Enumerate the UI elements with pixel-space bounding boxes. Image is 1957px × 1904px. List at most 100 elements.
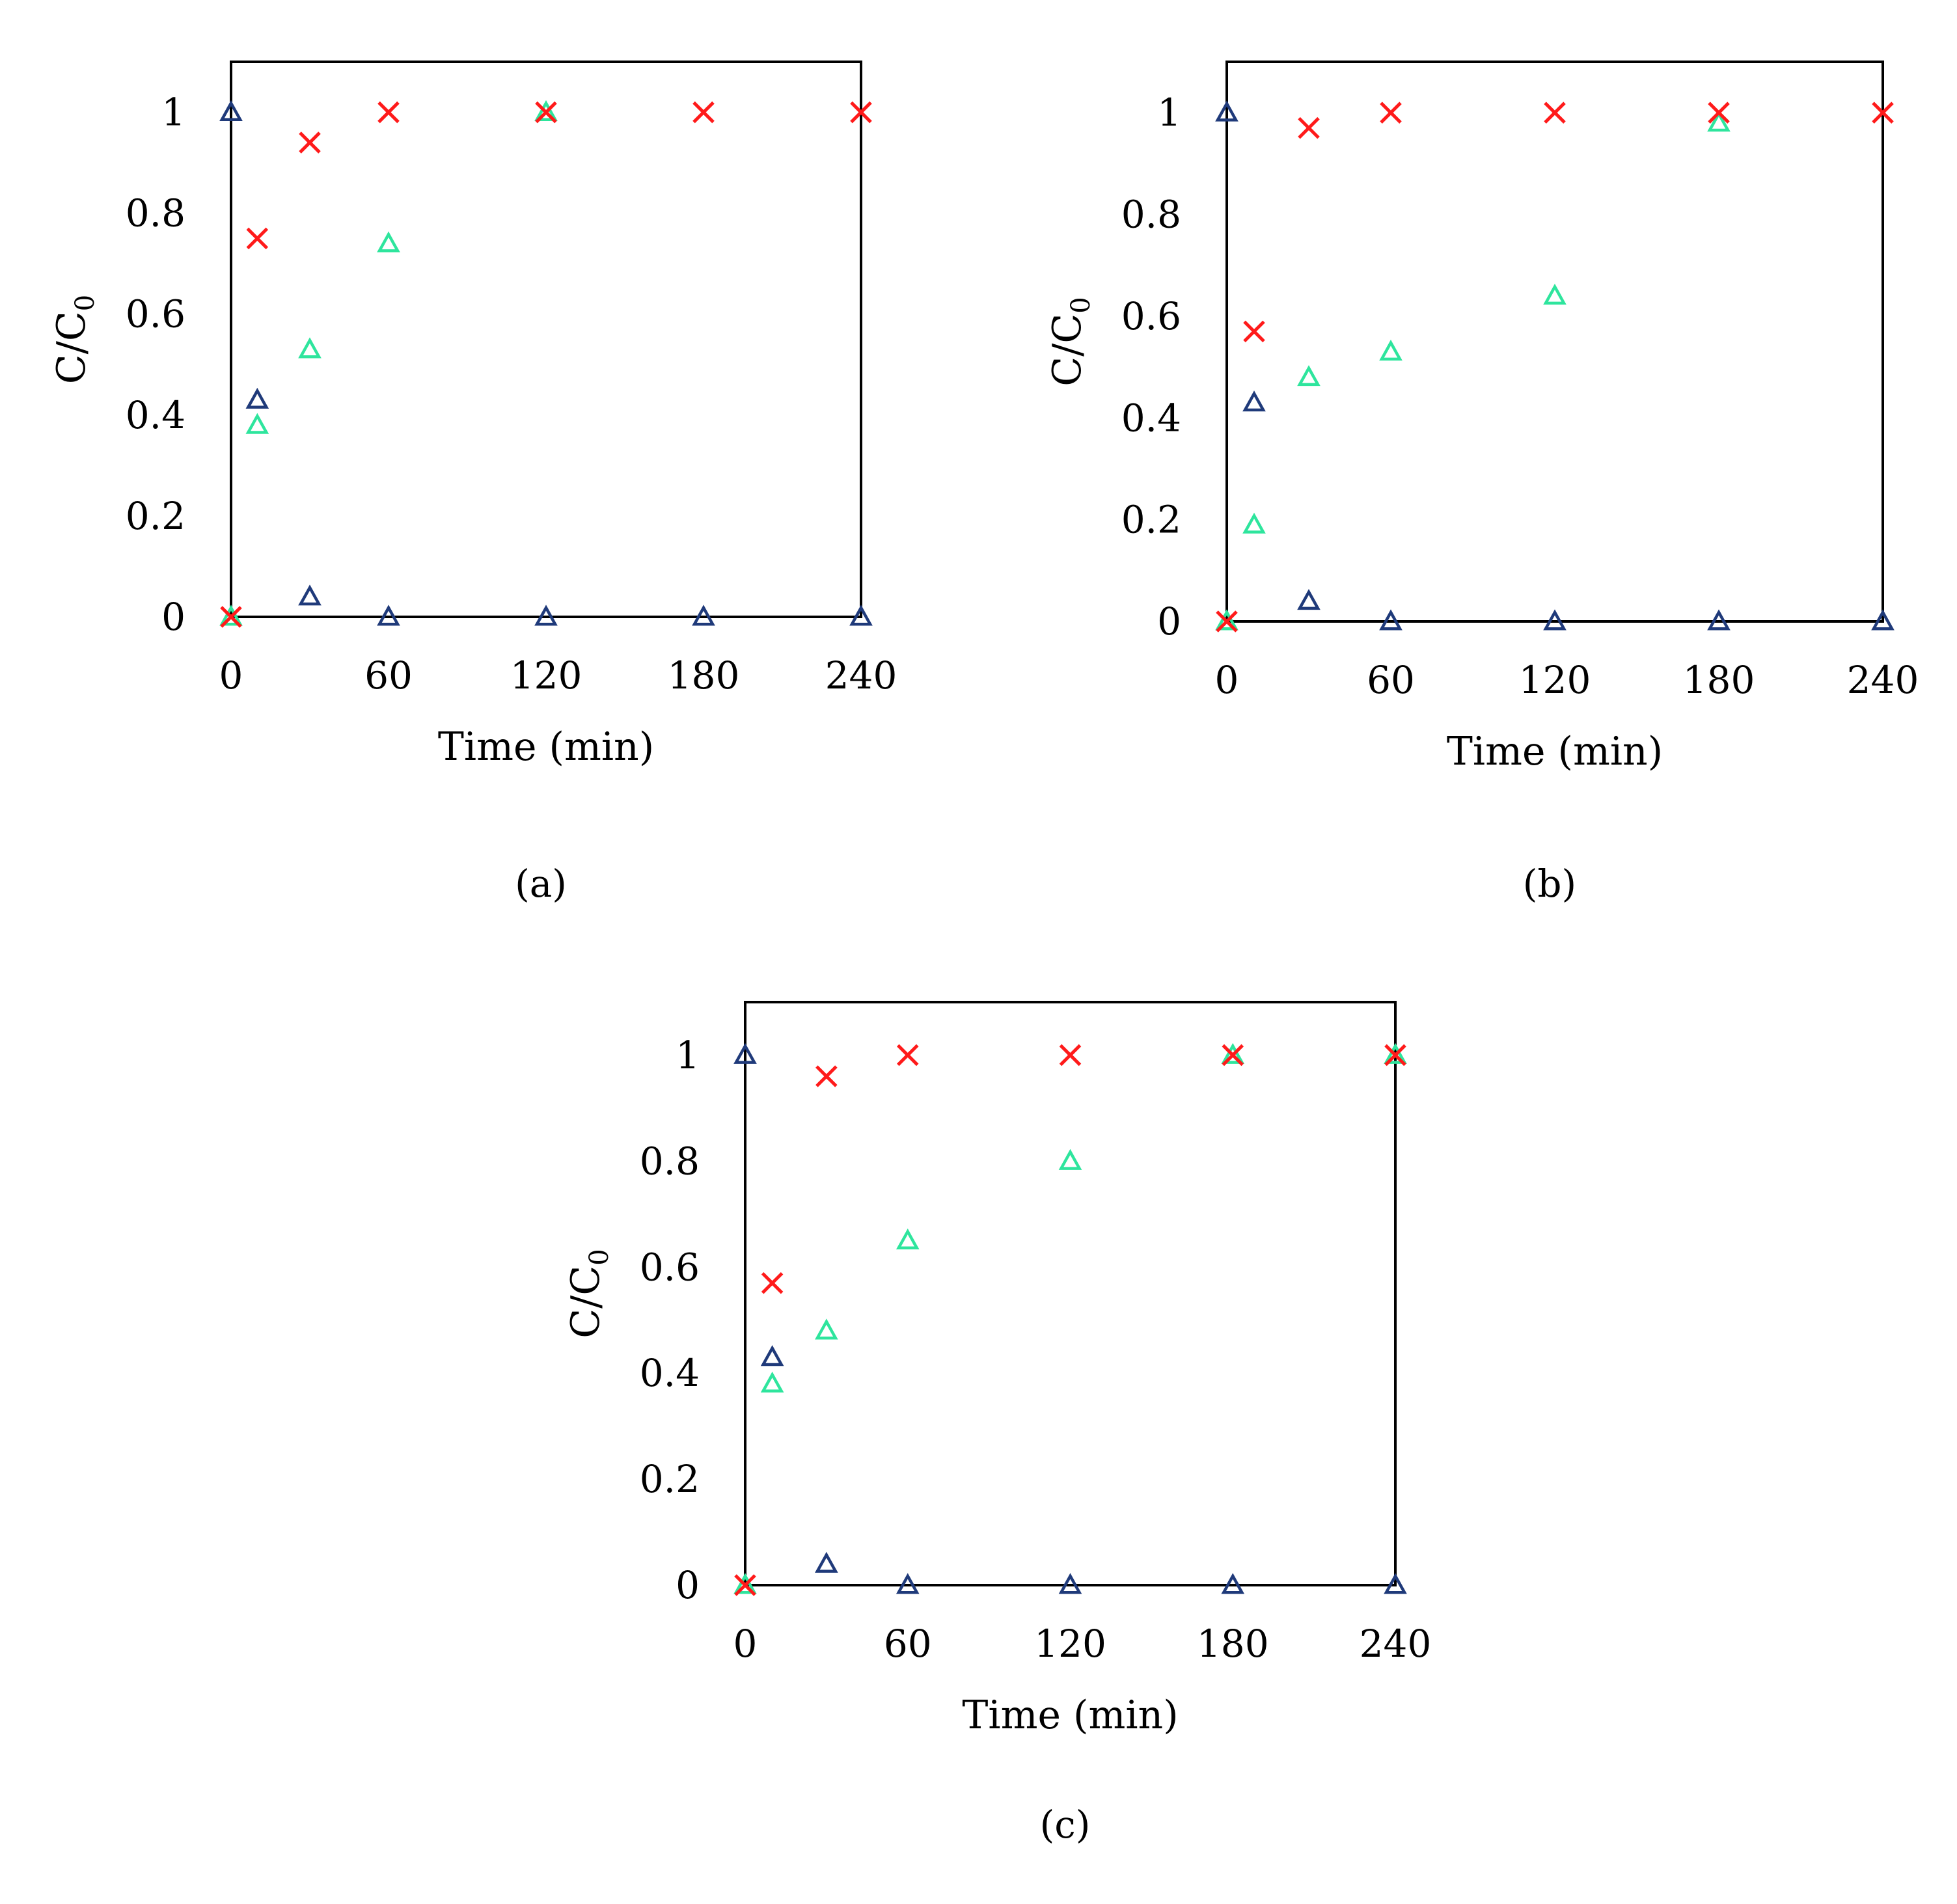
panel-label: (a) xyxy=(515,862,567,906)
x-tick-label: 60 xyxy=(1367,658,1415,702)
data-point-cross xyxy=(535,101,557,124)
y-axis-label-main: C/C xyxy=(563,1266,609,1339)
y-tick-label: 0.4 xyxy=(126,393,185,437)
data-point-triangle xyxy=(1215,100,1239,122)
y-axis-label-subscript: 0 xyxy=(584,1249,614,1265)
y-axis-label-subscript: 0 xyxy=(70,295,100,311)
data-point-triangle xyxy=(1871,609,1895,631)
data-point-cross xyxy=(246,227,269,250)
x-tick-label: 0 xyxy=(219,653,243,698)
data-point-triangle xyxy=(1707,111,1731,132)
data-point-triangle xyxy=(1379,609,1403,631)
data-point-triangle xyxy=(815,1318,838,1340)
data-point-triangle xyxy=(534,100,558,121)
data-point-triangle xyxy=(298,584,322,606)
data-point-triangle xyxy=(896,1228,920,1249)
data-point-cross xyxy=(692,101,715,124)
y-tick-label: 1 xyxy=(161,90,185,135)
data-point-triangle xyxy=(1379,340,1403,361)
data-point-cross xyxy=(1708,102,1730,124)
data-point-triangle xyxy=(1384,1573,1407,1594)
data-point-triangle xyxy=(245,413,269,434)
plot-frame xyxy=(1225,61,1884,623)
data-point-triangle xyxy=(377,605,400,626)
plot-frame xyxy=(744,1001,1397,1586)
data-point-cross xyxy=(1298,116,1320,139)
y-tick-label: 0 xyxy=(161,595,185,639)
data-point-triangle xyxy=(1221,1042,1245,1064)
data-point-cross xyxy=(761,1272,784,1294)
y-axis-label-main: C/C xyxy=(1045,314,1090,387)
data-point-triangle xyxy=(733,1042,757,1064)
data-point-triangle xyxy=(1058,1149,1082,1170)
data-point-triangle xyxy=(377,231,400,252)
y-axis-label: C/C0 xyxy=(49,295,100,384)
x-tick-label: 120 xyxy=(1034,1622,1106,1666)
data-point-triangle xyxy=(815,1551,838,1573)
data-point-triangle xyxy=(849,605,873,626)
y-axis-label: C/C0 xyxy=(1045,297,1096,386)
data-point-triangle xyxy=(1242,390,1266,412)
data-point-cross xyxy=(896,1044,919,1067)
plot-frame xyxy=(230,61,862,618)
x-tick-label: 180 xyxy=(1197,1622,1269,1666)
y-tick-label: 0 xyxy=(1157,599,1181,644)
x-tick-label: 60 xyxy=(884,1622,932,1666)
data-point-triangle xyxy=(1215,609,1239,631)
y-tick-label: 0.2 xyxy=(126,494,185,538)
data-point-triangle xyxy=(1543,284,1567,305)
x-tick-label: 60 xyxy=(364,653,413,698)
x-axis-label: Time (min) xyxy=(1447,729,1663,774)
y-tick-label: 0.8 xyxy=(1121,193,1181,237)
y-tick-label: 0 xyxy=(676,1563,700,1607)
y-axis-label: C/C0 xyxy=(563,1249,614,1338)
data-point-triangle xyxy=(1221,1573,1245,1594)
panel-label: (b) xyxy=(1523,862,1576,906)
data-point-cross xyxy=(1544,102,1566,124)
data-point-cross xyxy=(377,101,400,124)
y-tick-label: 0.6 xyxy=(640,1245,700,1289)
y-tick-label: 0.6 xyxy=(1121,294,1181,338)
data-point-triangle xyxy=(1707,609,1731,631)
y-tick-label: 0.2 xyxy=(1121,498,1181,542)
data-point-triangle xyxy=(534,605,558,626)
data-point-triangle xyxy=(760,1345,784,1367)
x-axis-label: Time (min) xyxy=(438,724,654,770)
data-point-cross xyxy=(850,101,872,124)
data-point-triangle xyxy=(896,1573,920,1594)
data-point-triangle xyxy=(219,100,243,121)
data-point-triangle xyxy=(1058,1573,1082,1594)
data-point-cross xyxy=(1872,102,1894,124)
data-point-cross xyxy=(1243,320,1265,343)
x-tick-label: 120 xyxy=(1519,658,1591,702)
x-tick-label: 240 xyxy=(1360,1622,1432,1666)
panel-label: (c) xyxy=(1040,1802,1091,1847)
data-point-triangle xyxy=(692,605,715,626)
data-point-cross xyxy=(1059,1044,1082,1067)
y-tick-label: 0.6 xyxy=(126,292,185,336)
y-tick-label: 0.2 xyxy=(640,1457,700,1501)
data-point-triangle xyxy=(298,337,322,359)
data-point-triangle xyxy=(1242,512,1266,534)
y-tick-label: 0.4 xyxy=(1121,396,1181,440)
data-point-cross xyxy=(220,606,242,628)
x-tick-label: 0 xyxy=(1215,658,1239,702)
y-tick-label: 1 xyxy=(1157,90,1181,135)
y-tick-label: 0.8 xyxy=(126,191,185,236)
data-point-cross xyxy=(815,1065,838,1087)
y-tick-label: 1 xyxy=(676,1033,700,1077)
data-point-triangle xyxy=(1543,609,1567,631)
chart-panel-c: 0 0.2 0.4 0.6 0.8 1 0 60 120 180 240 Time (min) C/C0… xyxy=(563,1001,1432,1847)
x-axis-label: Time (min) xyxy=(962,1693,1178,1738)
data-point-cross xyxy=(734,1574,756,1596)
y-tick-label: 0.4 xyxy=(640,1351,700,1395)
y-tick-label: 0.8 xyxy=(640,1139,700,1183)
data-point-triangle xyxy=(1297,589,1321,610)
x-tick-label: 120 xyxy=(510,653,582,698)
data-point-triangle xyxy=(219,605,243,626)
data-point-cross xyxy=(1380,102,1402,124)
data-point-triangle xyxy=(1384,1042,1407,1064)
